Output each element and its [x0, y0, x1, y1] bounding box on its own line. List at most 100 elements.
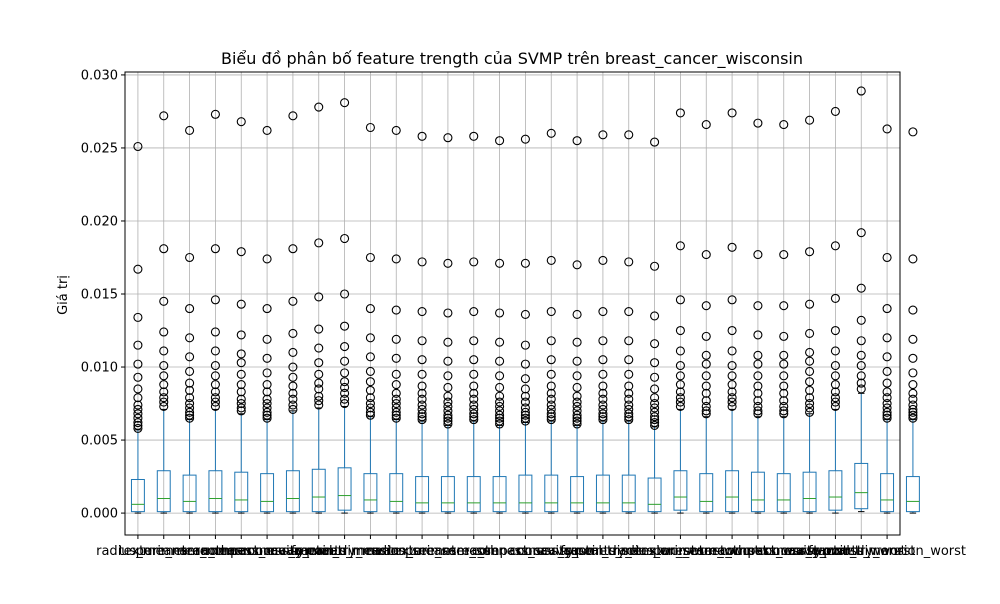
- outlier-point: [779, 301, 789, 311]
- outlier-point: [701, 359, 711, 369]
- outlier-point: [856, 384, 866, 394]
- outlier-point: [624, 415, 634, 425]
- outlier-point: [882, 333, 892, 343]
- outlier-point: [830, 106, 840, 116]
- outlier-point: [882, 410, 892, 420]
- outlier-point: [469, 394, 479, 404]
- outlier-point: [908, 404, 918, 414]
- outlier-point: [417, 388, 427, 398]
- outlier-point: [443, 371, 453, 381]
- outlier-point: [133, 372, 143, 382]
- outlier-point: [417, 381, 427, 391]
- outlier-point: [417, 409, 427, 419]
- outlier-point: [572, 410, 582, 420]
- outlier-point: [753, 330, 763, 340]
- x-tick-label: smoothness_mean: [180, 544, 302, 559]
- box-group: [440, 133, 455, 514]
- outlier-point: [805, 407, 815, 417]
- outlier-point: [520, 134, 530, 144]
- outlier-point: [185, 125, 195, 135]
- outlier-point: [598, 400, 608, 410]
- outlier-point: [288, 244, 298, 254]
- outlier-point: [624, 130, 634, 140]
- outlier-point: [727, 380, 737, 390]
- outlier-point: [340, 388, 350, 398]
- outlier-point: [675, 401, 685, 412]
- box-iqr: [802, 471, 817, 513]
- outlier-point: [210, 393, 220, 403]
- outlier-point: [495, 391, 505, 401]
- outlier-point: [185, 407, 195, 417]
- x-tick-label: symmetry_mean: [290, 544, 399, 559]
- x-tick-label: radius_mean: [96, 544, 180, 559]
- outlier-point: [805, 403, 815, 413]
- outlier-point: [495, 397, 505, 407]
- outlier-point: [882, 352, 892, 362]
- outlier-point: [495, 308, 505, 318]
- outlier-point: [753, 406, 763, 416]
- outlier-point: [391, 369, 401, 379]
- outlier-point: [495, 337, 505, 347]
- box-group: [699, 120, 714, 514]
- x-tick-label: texture_worst: [636, 544, 725, 559]
- box-iqr: [647, 477, 662, 513]
- outlier-point: [340, 368, 350, 378]
- box-group: [880, 124, 895, 514]
- box-iqr: [415, 476, 430, 513]
- box-group: [234, 117, 249, 514]
- outlier-point: [340, 233, 350, 244]
- outlier-point: [572, 382, 582, 393]
- box-iqr: [570, 476, 585, 513]
- box-group: [182, 125, 197, 514]
- outlier-point: [391, 403, 401, 413]
- outlier-point: [675, 371, 685, 381]
- box-group: [905, 127, 920, 514]
- x-tick-label: radius_worst: [613, 544, 696, 559]
- outlier-point: [572, 401, 582, 412]
- outlier-point: [185, 398, 195, 409]
- outlier-point: [520, 403, 530, 413]
- outlier-point: [443, 410, 453, 420]
- x-tick-label: texture_se: [388, 544, 456, 559]
- outlier-point: [288, 388, 298, 398]
- outlier-point: [288, 328, 298, 338]
- outlier-point: [262, 394, 272, 404]
- outlier-point: [391, 380, 401, 390]
- outlier-point: [185, 403, 195, 413]
- outlier-point: [469, 412, 479, 422]
- outlier-point: [753, 359, 763, 369]
- outlier-point: [495, 356, 505, 366]
- outlier-point: [391, 394, 401, 404]
- outlier-point: [133, 141, 143, 152]
- box-iqr: [182, 474, 197, 513]
- outlier-point: [598, 388, 608, 398]
- outlier-point: [314, 238, 324, 248]
- outlier-point: [727, 346, 737, 356]
- outlier-point: [908, 413, 918, 423]
- outlier-point: [391, 388, 401, 398]
- outlier-point: [598, 409, 608, 419]
- outlier-point: [572, 337, 582, 347]
- outlier-point: [314, 391, 324, 401]
- outlier-point: [365, 403, 375, 413]
- box-iqr: [828, 470, 843, 511]
- box-group: [518, 134, 533, 514]
- outlier-point: [288, 381, 298, 391]
- outlier-point: [495, 136, 505, 146]
- outlier-point: [753, 381, 763, 391]
- outlier-point: [779, 409, 789, 419]
- outlier-point: [856, 283, 866, 293]
- outlier-point: [236, 394, 246, 404]
- box-group: [828, 106, 843, 514]
- outlier-point: [159, 401, 169, 412]
- outlier-point: [443, 419, 453, 429]
- outlier-point: [520, 258, 530, 268]
- outlier-point: [262, 398, 272, 409]
- outlier-point: [185, 366, 195, 376]
- outlier-point: [236, 398, 246, 409]
- outlier-point: [469, 306, 479, 317]
- outlier-point: [650, 339, 660, 349]
- box-iqr: [208, 470, 223, 513]
- x-tick-label: compactness_worst: [720, 544, 848, 559]
- outlier-point: [365, 393, 375, 403]
